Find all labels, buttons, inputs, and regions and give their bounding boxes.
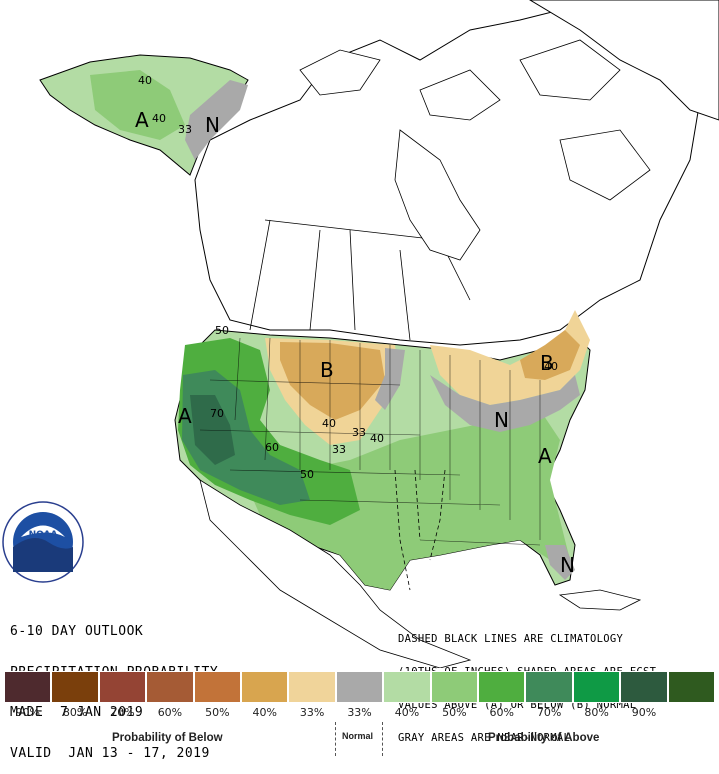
legend-swatch	[525, 671, 573, 703]
south-above-40	[240, 410, 570, 590]
state-lines	[199, 337, 541, 546]
title-line-4: VALID JAN 13 - 17, 2019	[10, 745, 210, 761]
label-alaska-a: A	[135, 108, 149, 132]
legend-labels: 90% 80% 70% 60% 50% 40% 33% 33% 40% 50% 60% 70% 80% 9…	[4, 706, 715, 719]
noaa-logo-text: NOAA	[29, 530, 58, 540]
legend-swatch	[572, 671, 621, 703]
label-west-a: A	[178, 404, 192, 428]
legend-above-caption: Probability of Above	[488, 732, 600, 744]
legend-swatch-label: 50%	[442, 706, 467, 719]
label-alaska-40b: 40	[152, 112, 166, 125]
legend-swatch-label: 70%	[110, 706, 135, 719]
legend-swatch	[383, 671, 431, 703]
legend-below-caption: Probability of Below	[112, 732, 223, 744]
legend-swatch	[430, 671, 479, 703]
legend-swatch	[335, 671, 384, 703]
mexico	[199, 479, 472, 668]
legend-swatch-label: 60%	[157, 706, 183, 719]
legend-swatch-label: 40%	[394, 706, 420, 719]
legend-swatch	[241, 671, 289, 703]
greenland	[529, 0, 719, 121]
legend-swatch-label: 33%	[347, 706, 372, 719]
legend-normal-caption: Normal	[342, 731, 374, 741]
label-greatlakes-n: N	[494, 408, 509, 432]
legend-swatch	[193, 671, 242, 703]
legend-swatch-label: 90%	[15, 706, 40, 719]
label-alaska-33: 33	[178, 123, 192, 136]
label-alaska-40: 40	[138, 74, 152, 87]
note-line-3: VALUES ABOVE (A) OR BELOW (B) NORMAL	[398, 699, 637, 711]
legend-normal-divider-left	[335, 722, 336, 756]
legend-swatch	[288, 671, 336, 703]
legend-swatch-label: 80%	[62, 706, 88, 719]
northeast-below-40	[520, 330, 580, 380]
province-lines	[249, 219, 471, 341]
greatlakes-below-33	[430, 310, 590, 405]
note-line-1: DASHED BLACK LINES ARE CLIMATOLOGY	[398, 633, 624, 645]
legend-swatch-label: 60%	[489, 706, 514, 719]
florida-near-normal	[545, 545, 575, 580]
label-west-60: 60	[265, 441, 279, 454]
label-plains-40b: 40	[370, 432, 384, 445]
legend-swatch	[4, 671, 52, 703]
label-west-50: 50	[215, 324, 229, 337]
label-plains-33: 33	[332, 443, 346, 456]
legend-swatch-label: 80%	[584, 706, 609, 719]
arctic-islands	[299, 39, 651, 201]
plains-below-40	[280, 342, 385, 420]
legend-swatch-label: 50%	[205, 706, 230, 719]
label-alaska-n: N	[205, 113, 220, 137]
outlook-map: A N 40 40 33 A 50 70 60 50 B 40 33 33 40…	[2, 0, 719, 668]
greatlakes-near-normal	[430, 375, 580, 432]
title-line-1: 6-10 DAY OUTLOOK	[10, 624, 144, 639]
label-southeast-a: A	[538, 444, 552, 468]
legend-swatch	[98, 671, 147, 703]
label-florida-n: N	[560, 553, 575, 577]
label-plains-b: B	[320, 358, 334, 382]
legend-swatch	[146, 671, 194, 703]
legend-swatch-label: 70%	[536, 706, 562, 719]
legend-swatch	[667, 671, 716, 703]
alaska-near-normal	[185, 80, 248, 160]
label-plains-40: 40	[322, 417, 336, 430]
label-plains-33b: 33	[352, 426, 366, 439]
legend-swatch-label	[668, 706, 715, 719]
caribbean	[558, 589, 642, 611]
legend-swatch	[478, 671, 526, 703]
legend-normal-divider-right	[382, 722, 383, 756]
label-west-50b: 50	[300, 468, 314, 481]
climatology-lines	[394, 469, 446, 591]
label-northeast-b: B	[540, 351, 554, 375]
legend-swatch	[51, 671, 99, 703]
label-northeast-40: 40	[544, 360, 558, 373]
legend-swatch	[620, 671, 668, 703]
note-line-4: GRAY AREAS ARE NEAR-NORMAL	[398, 732, 571, 744]
hudson-bay	[394, 129, 481, 261]
legend-swatch-label: 90%	[631, 706, 657, 719]
legend-swatch-label: 40%	[252, 706, 277, 719]
label-west-70: 70	[210, 407, 224, 420]
legend-color-bar	[4, 671, 716, 703]
legend-swatch-label: 33%	[299, 706, 325, 719]
alaska-above-40	[90, 70, 185, 140]
title-line-3: MADE 7 JAN 2019	[10, 705, 144, 720]
noaa-logo: NOAA	[2, 501, 84, 583]
